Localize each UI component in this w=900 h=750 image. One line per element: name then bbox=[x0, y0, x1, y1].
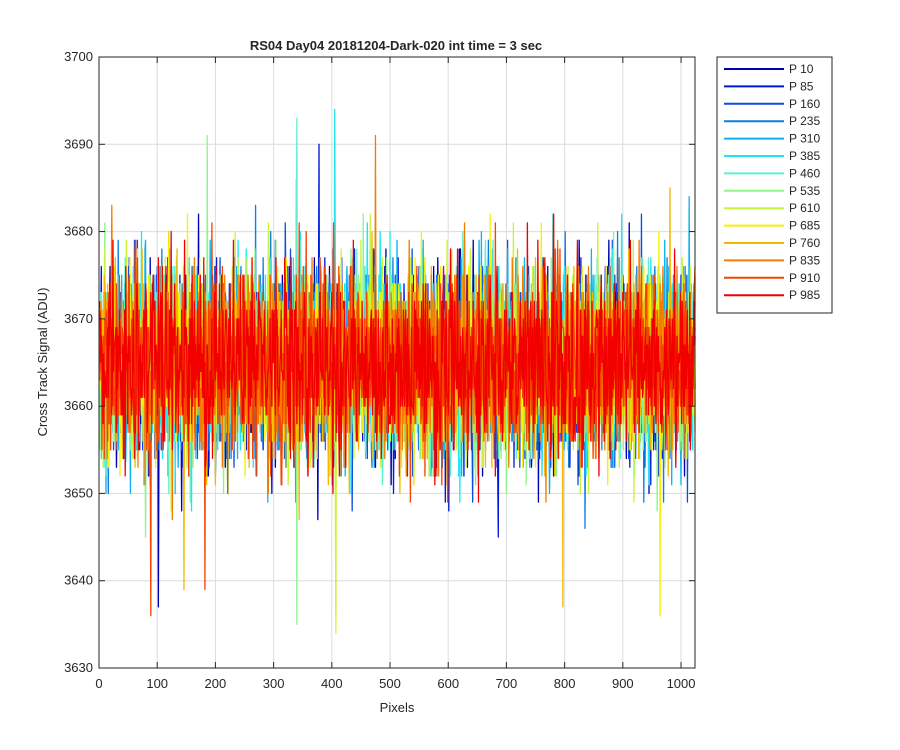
legend-label: P 385 bbox=[789, 149, 820, 163]
legend-label: P 235 bbox=[789, 114, 820, 128]
legend-items: P 10 P 85 P 160 P 235 P 310 P 385 P 460 P 535 P … bbox=[724, 62, 820, 302]
y-tick-label: 3650 bbox=[64, 485, 93, 500]
x-tick-label: 400 bbox=[321, 676, 343, 691]
legend-item: P 835 bbox=[724, 253, 820, 267]
legend-label: P 535 bbox=[789, 184, 820, 198]
legend-label: P 610 bbox=[789, 201, 820, 215]
legend-item: P 535 bbox=[724, 184, 820, 198]
y-tick-label: 3700 bbox=[64, 49, 93, 64]
x-tick-label: 200 bbox=[205, 676, 227, 691]
legend-box bbox=[716, 56, 833, 314]
legend-item: P 460 bbox=[724, 166, 820, 180]
y-tick-label: 3630 bbox=[64, 660, 93, 675]
legend-label: P 835 bbox=[789, 253, 820, 267]
legend-item: P 235 bbox=[724, 114, 820, 128]
legend-item: P 985 bbox=[724, 288, 820, 302]
x-tick-label: 500 bbox=[379, 676, 401, 691]
legend-label: P 910 bbox=[789, 271, 820, 285]
x-tick-label: 600 bbox=[437, 676, 459, 691]
legend-item: P 160 bbox=[724, 97, 820, 111]
legend-label: P 10 bbox=[789, 62, 814, 76]
series-line-p-985 bbox=[98, 213, 696, 503]
legend-item: P 910 bbox=[724, 271, 820, 285]
x-tick-label: 800 bbox=[554, 676, 576, 691]
x-tick-label: 900 bbox=[612, 676, 634, 691]
y-axis-label: Cross Track Signal (ADU) bbox=[35, 288, 50, 437]
legend-label: P 460 bbox=[789, 166, 820, 180]
legend-label: P 160 bbox=[789, 97, 820, 111]
legend-item: P 610 bbox=[724, 201, 820, 215]
series-lines bbox=[98, 108, 696, 634]
x-tick-label: 700 bbox=[496, 676, 518, 691]
y-axis-ticks: 3630 3640 3650 3660 3670 3680 3690 3700 bbox=[64, 49, 695, 675]
y-tick-label: 3670 bbox=[64, 311, 93, 326]
y-tick-label: 3640 bbox=[64, 573, 93, 588]
x-axis-label: Pixels bbox=[380, 700, 415, 715]
plot-area-frame bbox=[98, 56, 696, 669]
legend-label: P 85 bbox=[789, 79, 814, 93]
legend-label: P 760 bbox=[789, 236, 820, 250]
chart-title: RS04 Day04 20181204-Dark-020 int time = … bbox=[250, 38, 542, 53]
x-tick-label: 0 bbox=[95, 676, 102, 691]
legend-label: P 310 bbox=[789, 132, 820, 146]
y-tick-label: 3660 bbox=[64, 398, 93, 413]
legend-item: P 10 bbox=[724, 62, 814, 76]
legend-item: P 760 bbox=[724, 236, 820, 250]
x-axis-ticks: 0 100 200 300 400 500 600 700 800 900 1000 bbox=[95, 57, 695, 691]
x-tick-label: 1000 bbox=[667, 676, 696, 691]
legend-label: P 685 bbox=[789, 219, 820, 233]
x-tick-label: 100 bbox=[146, 676, 168, 691]
legend-item: P 685 bbox=[724, 219, 820, 233]
y-tick-label: 3680 bbox=[64, 224, 93, 239]
legend-label: P 985 bbox=[789, 288, 820, 302]
y-tick-label: 3690 bbox=[64, 136, 93, 151]
x-tick-label: 300 bbox=[263, 676, 285, 691]
legend-item: P 310 bbox=[724, 132, 820, 146]
legend: P 10 P 85 P 160 P 235 P 310 P 385 P 460 P 535 P … bbox=[716, 56, 833, 314]
legend-item: P 85 bbox=[724, 79, 814, 93]
legend-item: P 385 bbox=[724, 149, 820, 163]
